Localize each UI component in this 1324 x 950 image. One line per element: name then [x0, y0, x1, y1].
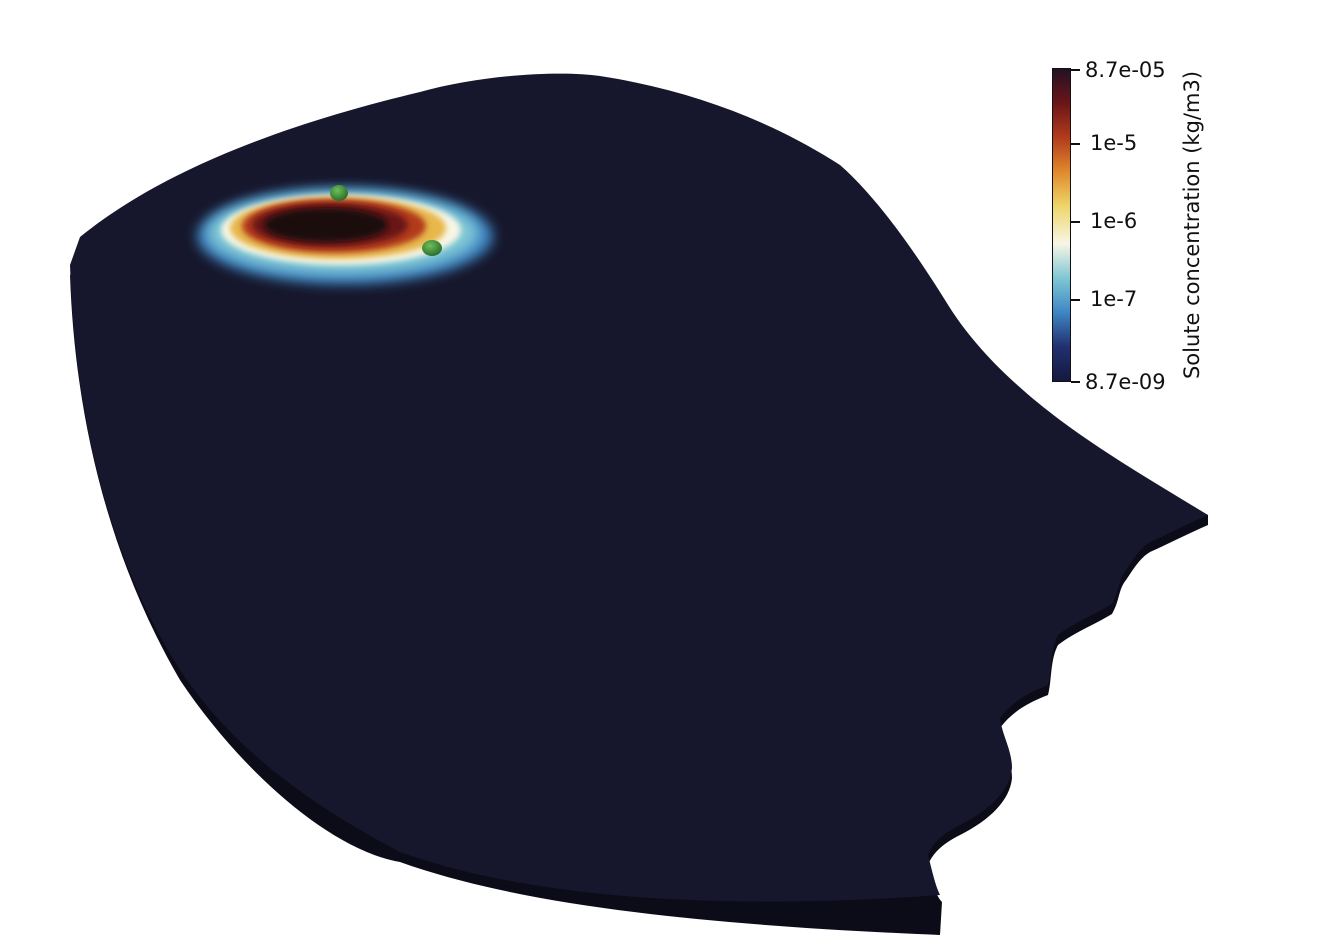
colorbar-tick-label: 1e-5: [1090, 131, 1138, 155]
plume-core: [264, 208, 388, 242]
concentration-plume: [197, 188, 493, 284]
colorbar-tick: [1071, 221, 1080, 223]
well-markers: [330, 185, 442, 256]
colorbar-tick: [1071, 299, 1080, 301]
colorbar: [1052, 68, 1071, 382]
colorbar-tick-label: 8.7e-05: [1085, 58, 1166, 82]
domain-surface: [70, 73, 1208, 902]
colorbar-tick-label: 1e-7: [1090, 287, 1138, 311]
colorbar-tick: [1071, 69, 1080, 71]
well-marker: [422, 240, 442, 256]
well-marker: [330, 185, 348, 201]
colorbar-tick-label: 8.7e-09: [1085, 370, 1166, 394]
colorbar-tick-label: 1e-6: [1090, 209, 1138, 233]
colorbar-title: Solute concentration (kg/m3): [1180, 70, 1204, 380]
colorbar-tick: [1071, 143, 1080, 145]
colorbar-tick: [1071, 381, 1080, 383]
